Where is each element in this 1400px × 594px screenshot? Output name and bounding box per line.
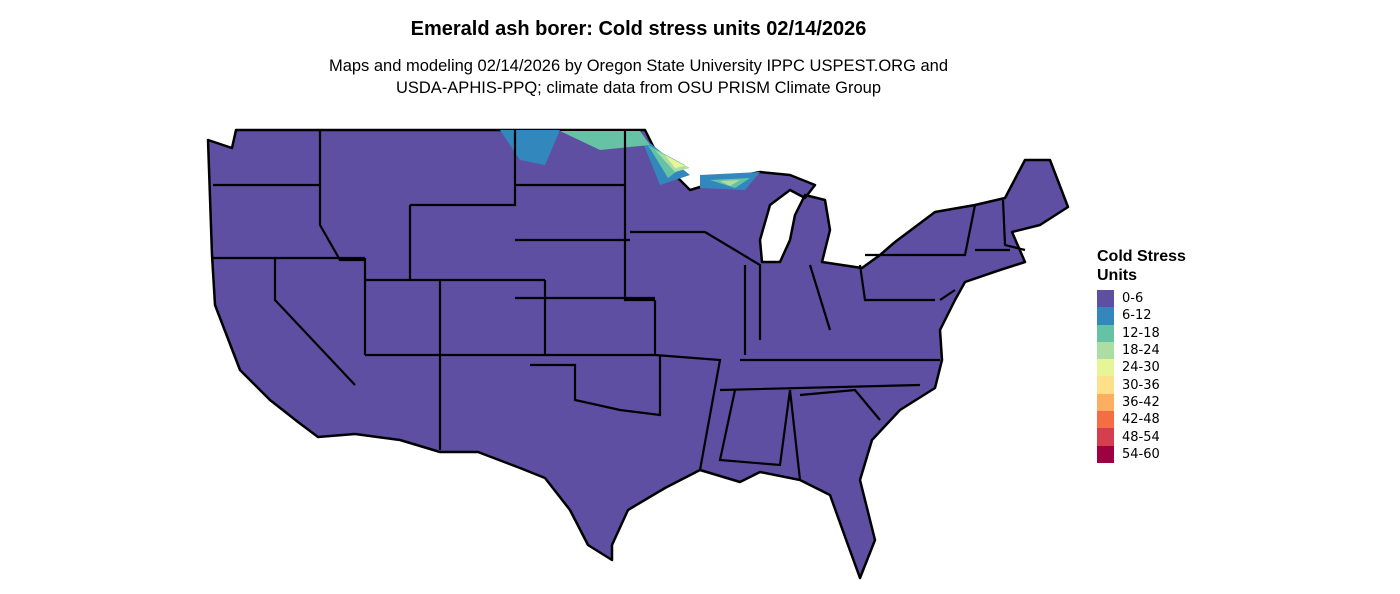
legend-label: 42-48: [1122, 412, 1160, 428]
subtitle-line-1: Maps and modeling 02/14/2026 by Oregon S…: [328, 57, 949, 75]
legend-item: 30-36: [1097, 376, 1186, 394]
legend: Cold Stress Units 0-6 6-12 12-18 18-24 24-30…: [1097, 247, 1186, 463]
legend-item: 48-54: [1097, 428, 1186, 446]
legend-swatch: [1097, 324, 1114, 342]
legend-item: 12-18: [1097, 324, 1186, 342]
cold-stress-patches: [500, 130, 760, 190]
subtitle-line-2: USDA-APHIS-PPQ; climate data from OSU PR…: [395, 79, 882, 97]
legend-swatch: [1097, 445, 1114, 463]
legend-title-line-1: Cold Stress: [1097, 248, 1186, 265]
legend-swatch: [1097, 428, 1114, 446]
legend-swatch: [1097, 290, 1114, 308]
legend-title-line-2: Units: [1097, 267, 1137, 284]
patch-24-30: [665, 155, 685, 168]
legend-swatch: [1097, 411, 1114, 429]
legend-label: 18-24: [1122, 343, 1160, 359]
state-borders: [212, 130, 1026, 481]
legend-title: Cold Stress Units: [1097, 247, 1186, 285]
legend-item: 54-60: [1097, 445, 1186, 463]
legend-swatch: [1097, 341, 1114, 360]
patch-18-24: [655, 150, 740, 186]
legend-item: 36-42: [1097, 393, 1186, 412]
legend-label: 30-36: [1122, 377, 1160, 393]
legend-swatch: [1097, 359, 1114, 377]
map-subtitle: Maps and modeling 02/14/2026 by Oregon S…: [0, 55, 1277, 99]
legend-label: 12-18: [1122, 325, 1160, 341]
patch-12-18: [560, 131, 750, 188]
legend-item: 42-48: [1097, 411, 1186, 429]
legend-label: 24-30: [1122, 360, 1160, 376]
map-title: Emerald ash borer: Cold stress units 02/…: [410, 18, 867, 40]
legend-swatch: [1097, 376, 1114, 394]
legend-item: 24-30: [1097, 359, 1186, 377]
legend-label: 54-60: [1122, 446, 1160, 462]
legend-swatch: [1097, 307, 1114, 325]
legend-label: 0-6: [1122, 291, 1144, 307]
legend-swatch: [1097, 393, 1114, 412]
legend-label: 36-42: [1122, 394, 1160, 410]
legend-label: 48-54: [1122, 429, 1160, 445]
legend-item: 18-24: [1097, 341, 1186, 360]
legend-label: 6-12: [1122, 308, 1152, 324]
legend-items: 0-6 6-12 12-18 18-24 24-30 30-36 36-42 42-48 48-…: [1097, 290, 1186, 463]
legend-item: 6-12: [1097, 307, 1186, 325]
legend-item: 0-6: [1097, 290, 1186, 308]
